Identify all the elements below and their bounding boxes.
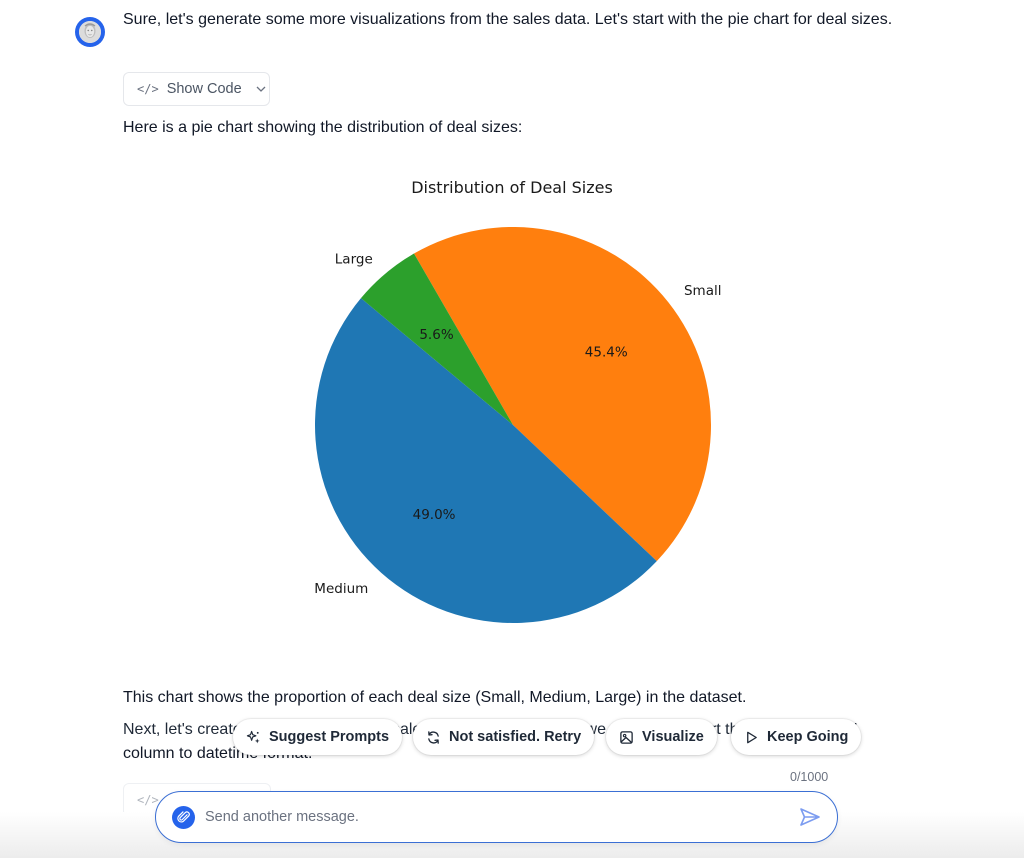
- bust-portrait-icon: [79, 21, 101, 43]
- char-counter: 0/1000: [790, 770, 829, 784]
- sparkles-icon: [246, 730, 260, 743]
- pie-labels: Small 45.4% Medium 49.0% Large 5.6%: [314, 251, 721, 596]
- message-input[interactable]: [203, 808, 797, 826]
- message-composer: [155, 791, 838, 843]
- pie-label-medium: Medium: [314, 581, 368, 597]
- suggest-prompts-label: Suggest Prompts: [269, 729, 390, 745]
- pie-slice-large: [360, 253, 513, 425]
- retry-label: Not satisfied. Retry: [449, 729, 582, 745]
- visualize-label: Visualize: [642, 729, 704, 745]
- code-icon: </>: [137, 82, 159, 96]
- retry-button[interactable]: Not satisfied. Retry: [413, 719, 595, 755]
- show-code-label: Show Code: [166, 81, 242, 97]
- attach-button[interactable]: [172, 805, 195, 829]
- send-icon: [800, 808, 820, 826]
- play-icon: [747, 731, 757, 743]
- chart-summary-text: This chart shows the proportion of each …: [123, 689, 747, 706]
- pie-slice-medium: [315, 298, 657, 623]
- pie-pct-large: 5.6%: [419, 327, 453, 343]
- show-code-button[interactable]: </> Show Code: [123, 72, 270, 106]
- keep-going-label: Keep Going: [767, 729, 849, 745]
- code-icon: </>: [137, 793, 159, 807]
- visualize-button[interactable]: Visualize: [606, 719, 717, 755]
- keep-going-button[interactable]: Keep Going: [731, 719, 862, 755]
- chevron-down-icon: [256, 84, 266, 95]
- pie-label-small: Small: [684, 283, 722, 299]
- refresh-icon: [428, 730, 439, 744]
- pie-slice-small: [414, 226, 712, 562]
- image-icon: [620, 730, 633, 744]
- pie-slices: [315, 226, 712, 623]
- send-button[interactable]: [797, 804, 823, 830]
- chart-title: Distribution of Deal Sizes: [411, 178, 613, 197]
- paperclip-icon: [176, 811, 190, 823]
- chart-intro-text: Here is a pie chart showing the distribu…: [123, 119, 523, 136]
- assistant-avatar: [75, 17, 105, 47]
- pie-label-large: Large: [335, 251, 373, 267]
- suggest-prompts-button[interactable]: Suggest Prompts: [233, 719, 403, 755]
- assistant-intro-text: Sure, let's generate some more visualiza…: [123, 11, 893, 28]
- pie-pct-medium: 49.0%: [413, 507, 456, 523]
- pie-pct-small: 45.4%: [585, 344, 628, 360]
